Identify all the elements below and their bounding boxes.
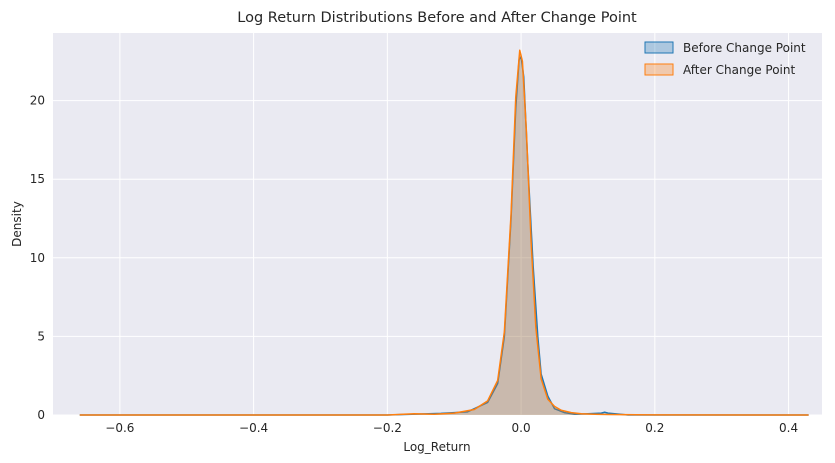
x-tick-label: −0.6 xyxy=(105,421,134,435)
legend-label-after: After Change Point xyxy=(683,63,795,77)
y-tick-label: 20 xyxy=(30,94,45,108)
x-tick-label: −0.2 xyxy=(373,421,402,435)
y-tick-label: 0 xyxy=(37,408,45,422)
legend-swatch-after xyxy=(644,63,674,76)
y-tick-label: 10 xyxy=(30,251,45,265)
legend-label-before: Before Change Point xyxy=(683,41,806,55)
series-layer xyxy=(79,49,809,416)
x-axis-label: Log_Return xyxy=(403,440,470,454)
x-tick-label: 0.2 xyxy=(645,421,664,435)
x-tick-label: 0.0 xyxy=(512,421,531,435)
legend: Before Change Point After Change Point xyxy=(644,41,806,77)
y-tick-label: 15 xyxy=(30,172,45,186)
plot-area xyxy=(53,33,822,415)
y-tick-label: 5 xyxy=(37,329,45,343)
y-axis-label: Density xyxy=(10,201,24,247)
x-tick-label: 0.4 xyxy=(779,421,798,435)
legend-swatch-before xyxy=(644,41,674,54)
chart-title: Log Return Distributions Before and Afte… xyxy=(237,10,637,26)
y-axis-ticks: 0 5 10 15 20 xyxy=(30,94,45,422)
x-tick-label: −0.4 xyxy=(239,421,268,435)
x-axis-ticks: −0.6 −0.4 −0.2 0.0 0.2 0.4 xyxy=(105,421,798,435)
density-line-after xyxy=(79,49,809,416)
